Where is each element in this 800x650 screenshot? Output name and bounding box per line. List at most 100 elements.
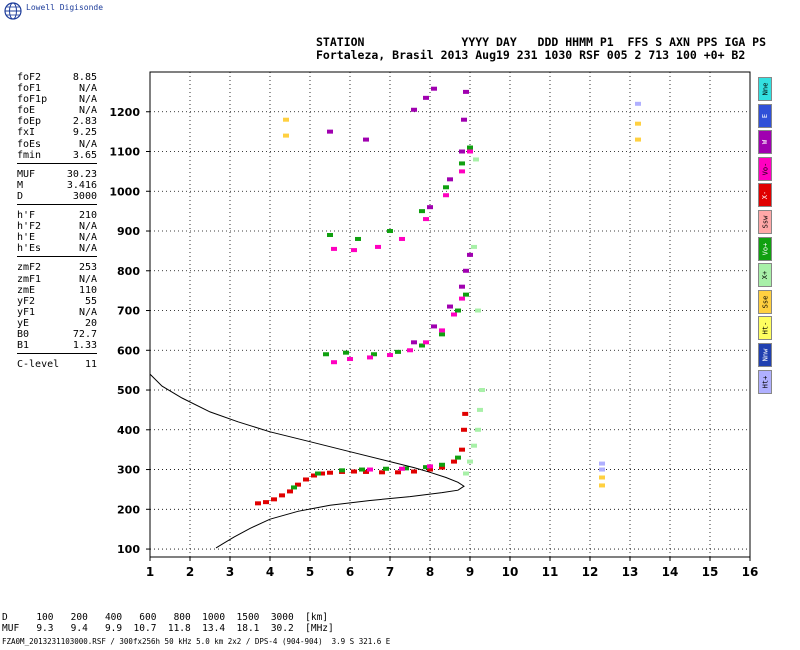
- param-value: 30.23: [66, 168, 97, 180]
- legend-label: Ht+: [761, 375, 769, 388]
- echo-point: [423, 217, 429, 222]
- echo-point: [463, 89, 469, 94]
- grid-layer: [150, 72, 750, 557]
- echo-point: [383, 466, 389, 471]
- echo-point: [455, 455, 461, 460]
- x-tick-label: 14: [662, 565, 679, 579]
- param-row: h'F2 N/A: [17, 221, 97, 232]
- logo: Lowell Digisonde: [4, 2, 124, 24]
- echo-point: [467, 459, 473, 464]
- x-tick-label: 6: [346, 565, 354, 579]
- echo-point: [287, 489, 293, 494]
- legend-item: E: [758, 103, 772, 128]
- param-label: C-level: [17, 359, 60, 371]
- param-label: MUF: [17, 168, 36, 180]
- y-tick-label: 700: [117, 305, 140, 318]
- logo-text: Lowell Digisonde: [26, 3, 104, 12]
- echo-point: [431, 86, 437, 91]
- legend-label: X+: [761, 270, 769, 280]
- echo-point: [363, 137, 369, 142]
- echo-point: [473, 157, 479, 162]
- echo-point: [371, 352, 377, 357]
- echo-point: [351, 469, 357, 474]
- echo-point: [315, 471, 321, 476]
- echo-point: [423, 465, 429, 470]
- echo-point: [379, 470, 385, 475]
- echo-point: [459, 447, 465, 452]
- echo-point: [451, 312, 457, 317]
- param-value: 3000: [72, 190, 97, 202]
- echo-point: [439, 328, 445, 333]
- param-value: N/A: [78, 243, 97, 255]
- param-label: D: [17, 190, 24, 202]
- param-row: yE 20: [17, 318, 97, 329]
- legend-item: Nnw: [758, 342, 772, 367]
- header-line-1: STATION YYYY DAY DDD HHMM P1 FFS S AXN P…: [316, 35, 767, 49]
- echo-point: [403, 466, 409, 471]
- param-value: 3.65: [72, 149, 97, 161]
- y-tick-label: 900: [117, 225, 140, 238]
- param-label: h'F2: [17, 221, 42, 233]
- param-label: fmin: [17, 149, 42, 161]
- echo-point: [635, 101, 641, 106]
- scaled-parameters-panel: foF2 8.85 foF1 N/A foF1p N/A foE N/A foEp 2.83 fxI…: [17, 72, 97, 370]
- echo-point: [343, 350, 349, 355]
- param-row: MUF 30.23: [17, 169, 97, 180]
- echo-point: [459, 161, 465, 166]
- x-tick-label: 8: [426, 565, 434, 579]
- param-label: yE: [17, 317, 30, 329]
- param-value: N/A: [78, 221, 97, 233]
- x-tick-label: 4: [266, 565, 274, 579]
- echo-point: [255, 501, 261, 506]
- file-info-footer: FZA0M_2013231103000.RSF / 300fx256h 50 k…: [2, 637, 391, 646]
- echo-point: [467, 145, 473, 150]
- echo-point: [411, 340, 417, 345]
- param-value: 9.25: [72, 127, 97, 139]
- param-label: foEs: [17, 138, 42, 150]
- echo-point: [467, 252, 473, 257]
- param-value: 210: [78, 210, 97, 222]
- echo-point: [477, 407, 483, 412]
- param-value: N/A: [78, 105, 97, 117]
- param-value: 72.7: [72, 328, 97, 340]
- header-line-2: Fortaleza, Brasil 2013 Aug19 231 1030 RS…: [316, 48, 746, 62]
- echo-point: [427, 467, 433, 472]
- plot-frame: [149, 71, 751, 558]
- param-label: foF2: [17, 72, 42, 83]
- echo-point: [387, 229, 393, 234]
- echo-point: [363, 469, 369, 474]
- electron-density-profile: [149, 373, 465, 549]
- param-row: foE N/A: [17, 105, 97, 116]
- echo-point: [443, 193, 449, 198]
- echo-point: [331, 246, 337, 251]
- echo-point: [303, 477, 309, 482]
- echo-point: [283, 133, 289, 138]
- echo-point: [291, 485, 297, 490]
- echo-point: [411, 107, 417, 112]
- param-label: M: [17, 179, 24, 191]
- x-tick-label: 15: [702, 565, 719, 579]
- param-row: foF1 N/A: [17, 83, 97, 94]
- data-layer: [255, 86, 641, 506]
- param-row: foEp 2.83: [17, 116, 97, 127]
- param-row: C-level 11: [17, 359, 97, 370]
- legend-label: Vo+: [761, 242, 769, 255]
- param-row: foF2 8.85: [17, 72, 97, 83]
- param-value: N/A: [78, 232, 97, 244]
- echo-point: [263, 500, 269, 505]
- legend-item: X+: [758, 263, 772, 288]
- echo-point: [423, 340, 429, 345]
- echo-point: [355, 236, 361, 241]
- echo-point: [367, 355, 373, 360]
- x-tick-label: 1: [146, 565, 154, 579]
- legend-label: Nnw: [761, 348, 769, 362]
- param-label: h'Es: [17, 243, 42, 255]
- legend-item: Nne: [758, 77, 772, 101]
- echo-point: [459, 149, 465, 154]
- param-value: N/A: [78, 138, 97, 150]
- echo-point: [339, 468, 345, 473]
- param-value: N/A: [78, 83, 97, 95]
- echo-point: [359, 467, 365, 472]
- legend-item: Ht-: [758, 316, 772, 341]
- polarization-legend: Nne E W Vo- X- Ssw Vo+ X+ Sse Ht- Nnw Ht+: [758, 77, 772, 396]
